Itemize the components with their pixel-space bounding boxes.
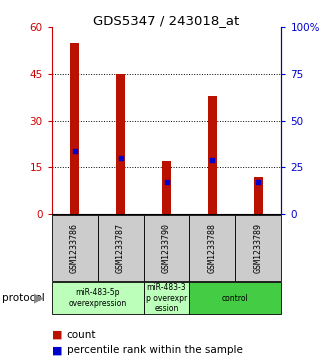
Text: miR-483-3
p overexpr
ession: miR-483-3 p overexpr ession bbox=[146, 283, 187, 313]
Text: GDS5347 / 243018_at: GDS5347 / 243018_at bbox=[93, 14, 240, 27]
Bar bbox=[117, 74, 125, 214]
Bar bbox=[163, 161, 170, 214]
Bar bbox=[71, 43, 79, 214]
Text: GSM1233788: GSM1233788 bbox=[208, 223, 217, 273]
Text: ■: ■ bbox=[52, 345, 62, 355]
Text: GSM1233786: GSM1233786 bbox=[70, 223, 79, 273]
Text: control: control bbox=[222, 294, 249, 302]
Text: ▶: ▶ bbox=[34, 291, 43, 305]
Text: GSM1233789: GSM1233789 bbox=[254, 223, 263, 273]
Text: miR-483-5p
overexpression: miR-483-5p overexpression bbox=[69, 288, 127, 308]
Point bbox=[256, 179, 261, 185]
Bar bbox=[208, 96, 216, 214]
Text: ■: ■ bbox=[52, 330, 62, 340]
Point bbox=[72, 148, 77, 154]
Text: percentile rank within the sample: percentile rank within the sample bbox=[67, 345, 242, 355]
Point bbox=[164, 179, 169, 185]
Bar bbox=[254, 177, 262, 214]
Text: GSM1233790: GSM1233790 bbox=[162, 223, 171, 273]
Text: GSM1233787: GSM1233787 bbox=[116, 223, 125, 273]
Text: count: count bbox=[67, 330, 96, 340]
Point bbox=[210, 157, 215, 163]
Text: protocol: protocol bbox=[2, 293, 44, 303]
Point bbox=[118, 155, 123, 161]
